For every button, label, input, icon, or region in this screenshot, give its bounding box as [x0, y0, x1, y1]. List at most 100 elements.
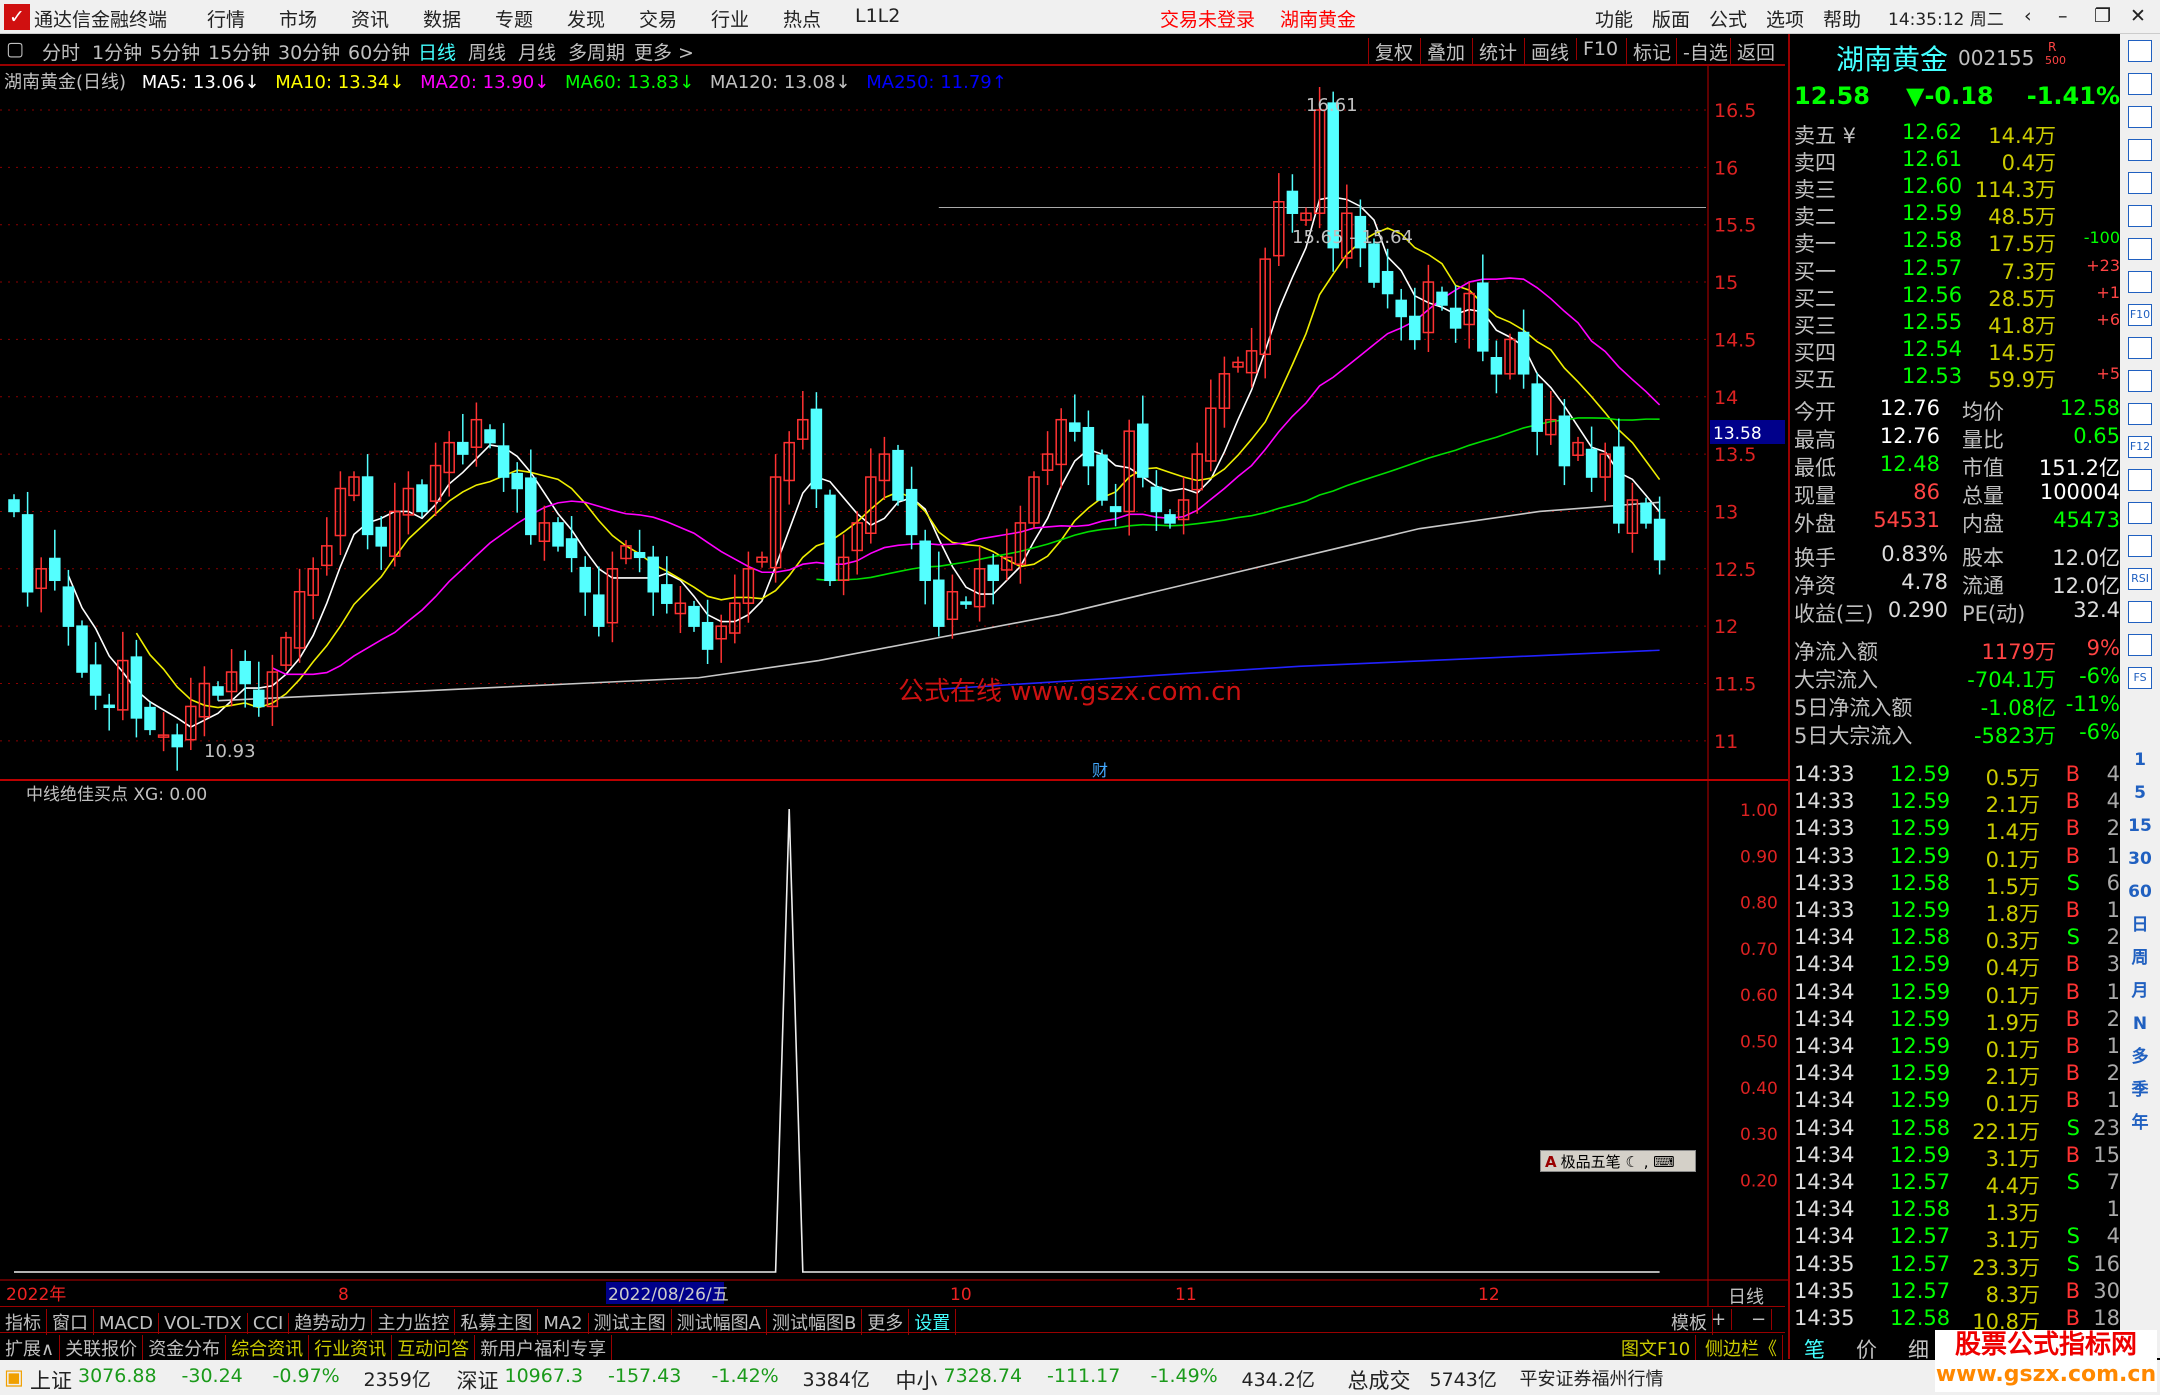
menu-item[interactable]: 帮助 — [1823, 9, 1862, 31]
sidebar-period[interactable]: 1 — [2134, 750, 2146, 770]
sidebar-period[interactable]: 多 — [2131, 1047, 2149, 1067]
indicator-tab[interactable]: MA2 — [538, 1313, 589, 1334]
period-tab[interactable]: 30分钟 — [278, 42, 341, 64]
tick-tab[interactable]: 价 — [1856, 1338, 1877, 1362]
menu-item[interactable]: 行业 — [711, 9, 750, 31]
tool-button[interactable]: 复权 — [1368, 38, 1419, 65]
tool-icon[interactable] — [2128, 634, 2152, 656]
sidebar-period[interactable]: 30 — [2128, 849, 2152, 869]
tool-button[interactable]: 画线 — [1524, 38, 1575, 65]
sidebar-period[interactable]: 季 — [2131, 1080, 2149, 1100]
indicator-tab[interactable]: 主力监控 — [372, 1309, 456, 1335]
extension-tab[interactable]: 扩展∧ — [0, 1335, 61, 1361]
indicator-tab[interactable]: CCI — [248, 1313, 290, 1334]
tool-icon[interactable]: F10 — [2128, 304, 2152, 326]
more-periods[interactable]: 更多 > — [634, 42, 694, 64]
tool-icon[interactable] — [2128, 403, 2152, 425]
index-name[interactable]: 中小 — [895, 1369, 938, 1393]
menu-item[interactable]: 市场 — [279, 9, 318, 31]
tool-icon[interactable] — [2128, 238, 2152, 260]
tool-icon[interactable] — [2128, 172, 2152, 194]
panel-toggle-icon[interactable]: ▢ — [6, 38, 24, 60]
period-tab[interactable]: 周线 — [468, 42, 507, 64]
tool-button[interactable]: 统计 — [1472, 38, 1523, 65]
tool-icon[interactable] — [2128, 40, 2152, 62]
tool-button[interactable]: 标记 — [1626, 38, 1677, 65]
menu-item[interactable]: 功能 — [1595, 9, 1634, 31]
ime-toolbar[interactable]: A 极品五笔 ☾ ‚ ⌨ — [1540, 1150, 1696, 1172]
tool-icon[interactable] — [2128, 205, 2152, 227]
indicator-tab[interactable]: 窗口 — [47, 1309, 94, 1335]
menu-item[interactable]: 资讯 — [351, 9, 390, 31]
tool-icon[interactable] — [2128, 502, 2152, 524]
indicator-tab[interactable]: 测试主图 — [589, 1309, 672, 1335]
indicator-tab[interactable]: 更多 — [862, 1309, 910, 1335]
restore-icon[interactable]: ❐ — [2094, 5, 2112, 27]
extension-tab[interactable]: 行业资讯 — [309, 1335, 393, 1361]
menu-item[interactable]: 交易 — [639, 9, 678, 31]
period-tab[interactable]: 多周期 — [568, 42, 626, 64]
sidebar-period[interactable]: 60 — [2128, 882, 2152, 902]
extension-tab[interactable]: 综合资讯 — [226, 1335, 310, 1361]
event-marker[interactable]: 财 — [1092, 761, 1108, 780]
menu-item[interactable]: 数据 — [423, 9, 462, 31]
menu-item[interactable]: 公式 — [1709, 9, 1748, 31]
index-name[interactable]: 深证 — [456, 1369, 499, 1393]
indicator-tab[interactable]: MACD — [94, 1313, 159, 1334]
tool-icon[interactable] — [2128, 601, 2152, 623]
tool-icon[interactable] — [2128, 139, 2152, 161]
menu-item[interactable]: 行情 — [207, 9, 246, 31]
tick-tab[interactable]: 笔 — [1804, 1338, 1825, 1362]
indicator-tab[interactable]: 设置 — [909, 1309, 957, 1335]
back-icon[interactable]: ‹ — [2024, 5, 2032, 27]
sidebar-period[interactable]: 5 — [2134, 783, 2146, 803]
sidebar-period[interactable]: 月 — [2131, 981, 2149, 1001]
indicator-tab[interactable]: 指标 — [0, 1309, 47, 1335]
tool-icon[interactable] — [2128, 337, 2152, 359]
period-tab[interactable]: 60分钟 — [348, 42, 411, 64]
minimize-icon[interactable]: – — [2058, 5, 2068, 27]
period-tab-active[interactable]: 日线 — [418, 42, 457, 64]
tool-icon[interactable] — [2128, 535, 2152, 557]
kline-chart[interactable]: 16.5 16 15.5 15 14.5 14 13.5 13 12.5 12 11.5 11 1.00… — [0, 66, 1788, 1306]
tool-button[interactable]: -自选 — [1676, 38, 1734, 65]
period-tab[interactable]: 5分钟 — [150, 42, 201, 64]
template-button[interactable]: 模板 — [1666, 1309, 1713, 1335]
tool-icon[interactable]: FS — [2128, 667, 2152, 689]
indicator-tab[interactable]: 私募主图 — [455, 1309, 539, 1335]
tool-icon[interactable]: RSI — [2128, 568, 2152, 590]
side-tab[interactable]: 侧边栏《 — [1700, 1335, 1783, 1361]
close-icon[interactable]: ✕ — [2130, 5, 2146, 27]
tool-icon[interactable] — [2128, 106, 2152, 128]
tool-icon[interactable]: F12 — [2128, 436, 2152, 458]
tick-tab[interactable]: 细 — [1908, 1338, 1929, 1362]
indicator-tab[interactable]: 测试幅图B — [767, 1309, 863, 1335]
side-tab[interactable]: 图文F10 — [1616, 1335, 1697, 1361]
login-status[interactable]: 交易未登录 — [1160, 9, 1256, 31]
extension-tab[interactable]: 资金分布 — [143, 1335, 227, 1361]
sidebar-period[interactable]: 周 — [2131, 948, 2149, 968]
tool-button[interactable]: F10 — [1576, 38, 1624, 60]
menu-item[interactable]: 专题 — [495, 9, 534, 31]
menu-item[interactable]: 版面 — [1652, 9, 1691, 31]
indicator-tab[interactable]: 趋势动力 — [289, 1309, 373, 1335]
menu-item[interactable]: 选项 — [1766, 9, 1805, 31]
sidebar-period[interactable]: 年 — [2131, 1113, 2149, 1133]
period-tab[interactable]: 15分钟 — [208, 42, 271, 64]
period-tab[interactable]: 月线 — [518, 42, 557, 64]
indicator-tab[interactable]: 测试幅图A — [672, 1309, 767, 1335]
extension-tab[interactable]: 互动问答 — [392, 1335, 476, 1361]
tool-icon[interactable] — [2128, 271, 2152, 293]
template-button[interactable]: + — [1706, 1309, 1733, 1330]
menu-item[interactable]: 发现 — [567, 9, 606, 31]
sidebar-period[interactable]: 15 — [2128, 816, 2152, 836]
menu-item[interactable]: L1L2 — [855, 5, 901, 27]
tool-button[interactable]: 叠加 — [1420, 38, 1471, 65]
tool-icon[interactable] — [2128, 469, 2152, 491]
period-tab[interactable]: 分时 — [42, 42, 81, 64]
tool-icon[interactable] — [2128, 370, 2152, 392]
index-name[interactable]: 上证 — [30, 1369, 72, 1393]
extension-tab[interactable]: 关联报价 — [60, 1335, 144, 1361]
sidebar-period[interactable]: 日 — [2131, 915, 2149, 935]
tool-icon[interactable] — [2128, 73, 2152, 95]
